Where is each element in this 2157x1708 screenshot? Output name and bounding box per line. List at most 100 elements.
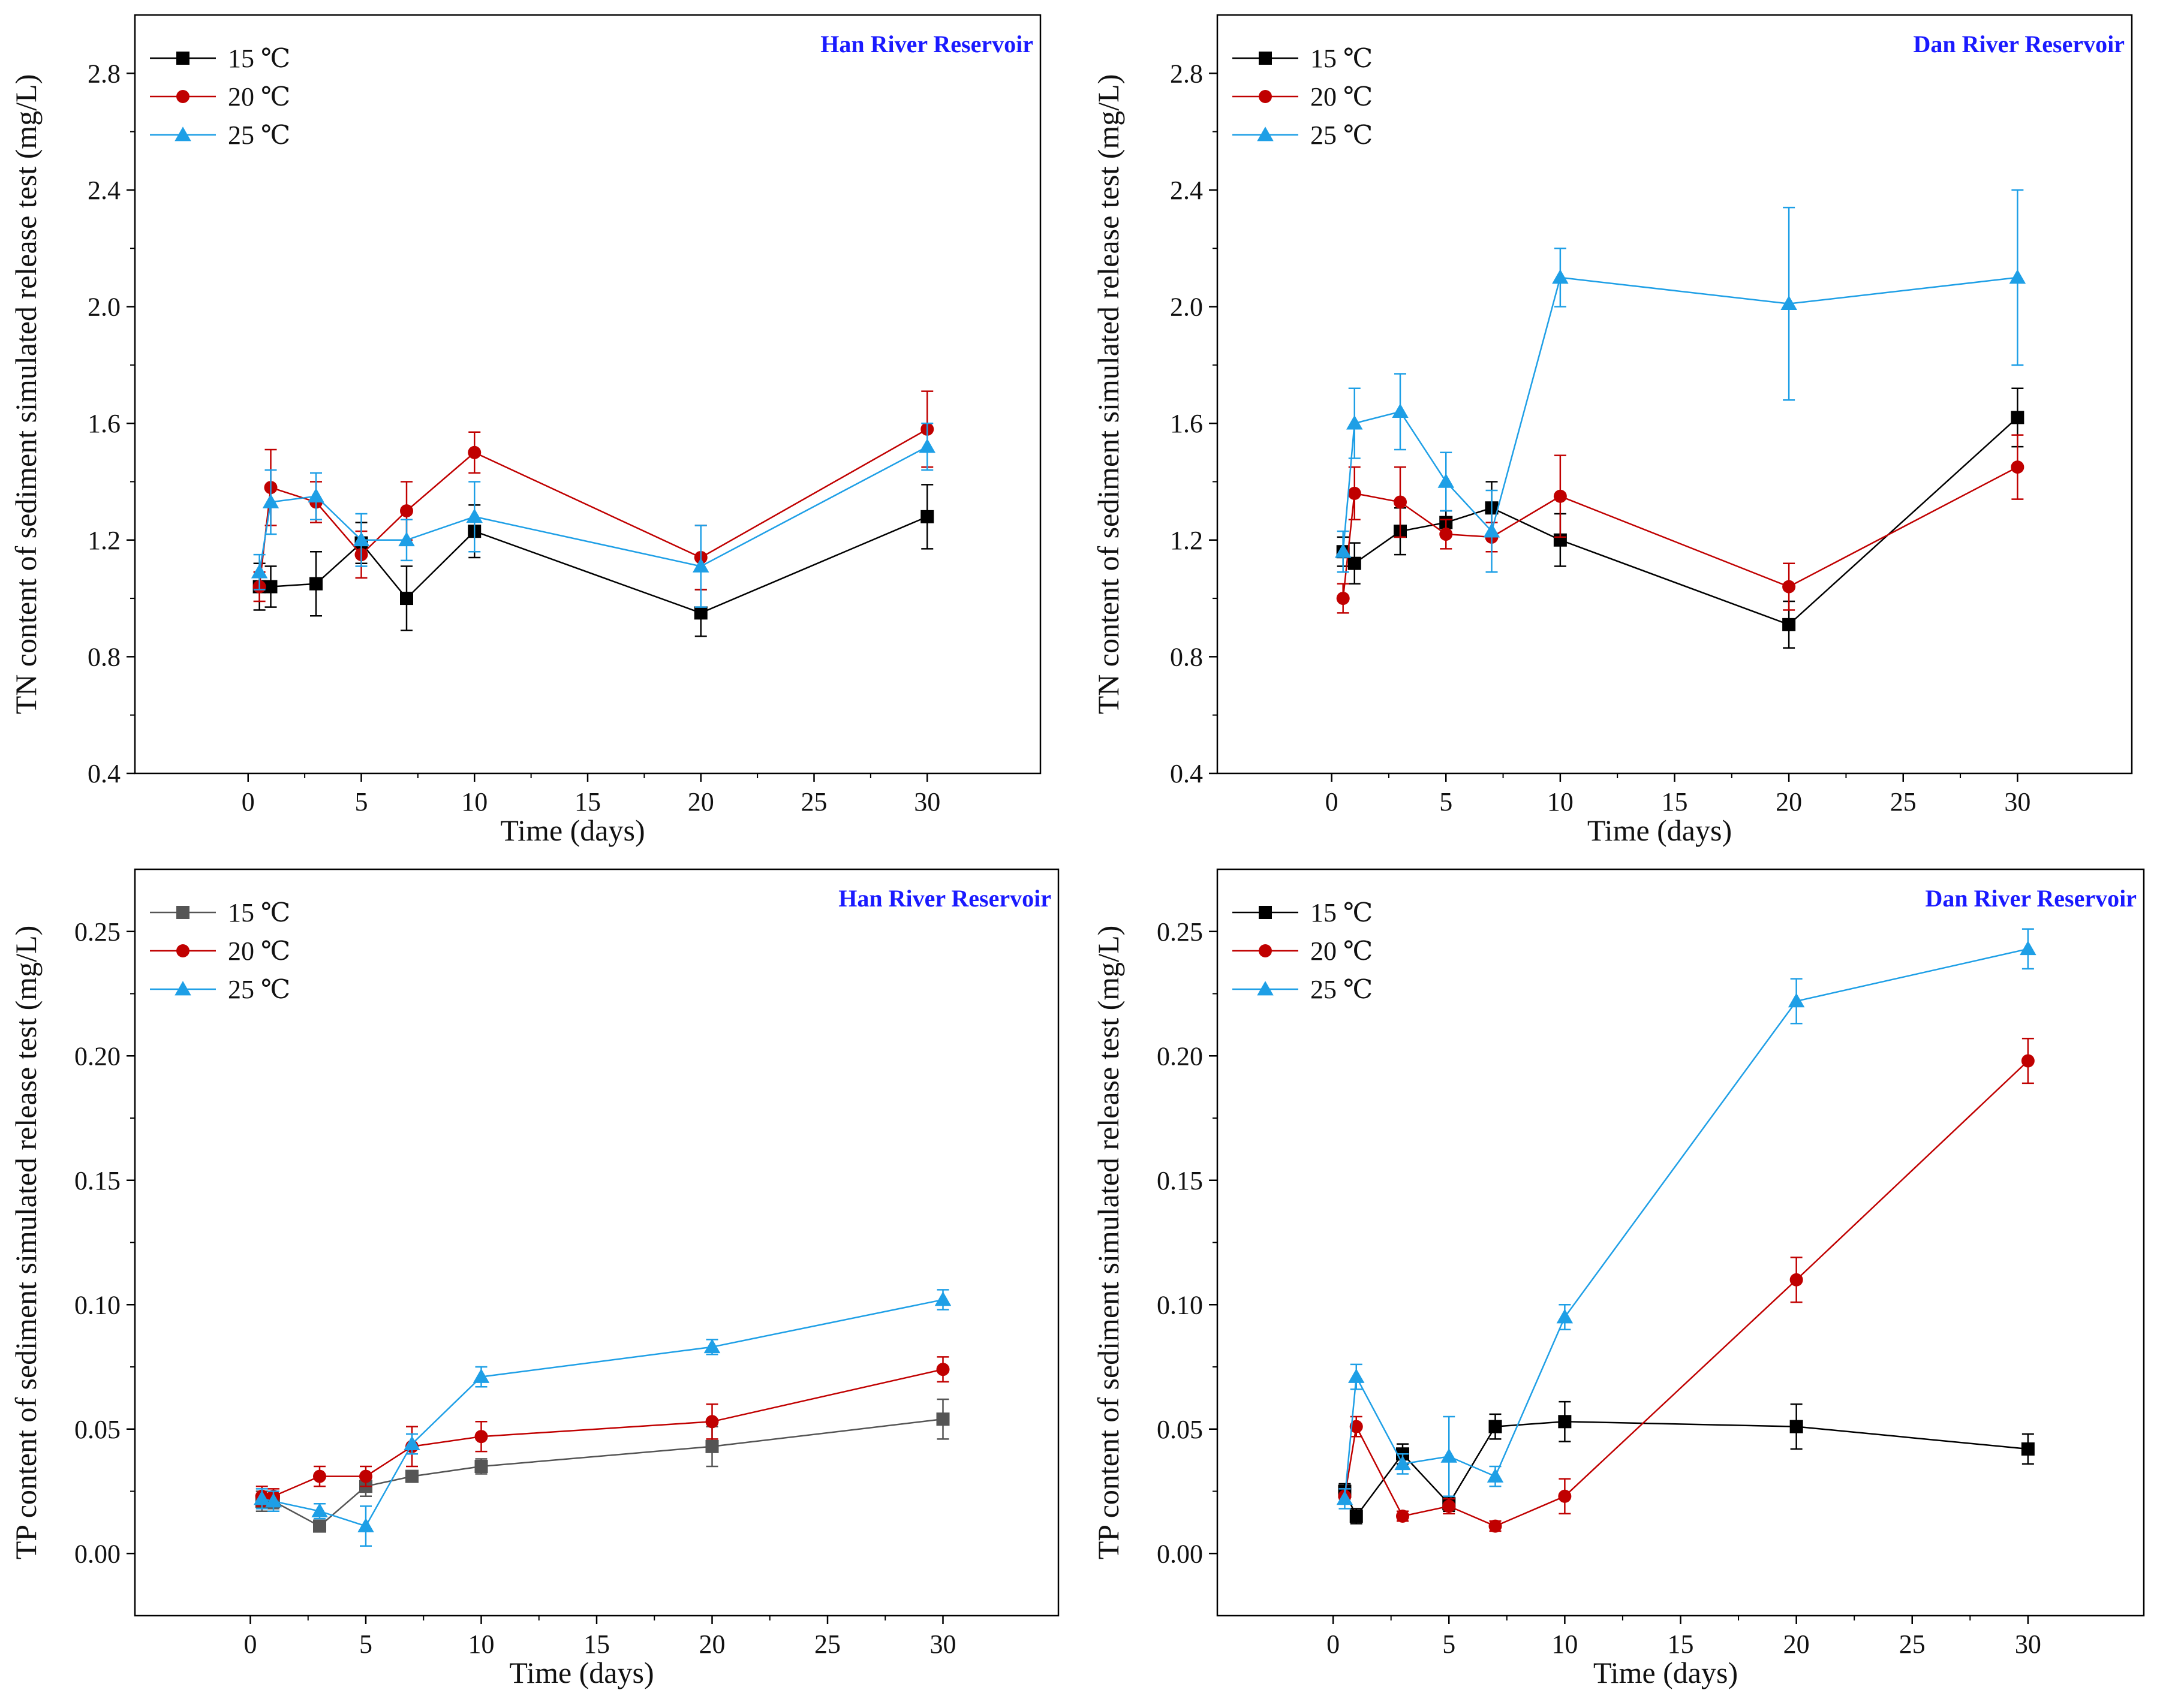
data-point [1488,1519,1502,1533]
y-tick-label: 0.15 [1157,1166,1203,1195]
data-point [308,488,324,503]
y-tick-label: 0.20 [1157,1041,1203,1071]
x-axis-label: Time (days) [500,814,645,847]
data-point [1349,1420,1363,1433]
y-axis-label: TN content of sediment simulated release… [1091,74,1125,715]
data-point [1437,473,1454,488]
series-1 [255,1398,950,1533]
y-tick-label: 0.4 [1170,759,1203,788]
data-point [2009,269,2026,284]
data-point [1780,295,1797,310]
x-tick-label: 30 [914,787,940,817]
data-point [920,510,934,523]
x-tick-label: 30 [2015,1629,2041,1659]
y-tick-label: 1.6 [1170,409,1203,438]
data-point [1336,592,1350,606]
x-axis-label: Time (days) [1593,1656,1738,1689]
data-point [468,445,482,459]
legend-marker [176,52,189,65]
legend-label: 20 ℃ [1310,82,1373,112]
series-3 [1334,189,2026,573]
data-point [2021,1054,2035,1068]
x-tick-label: 10 [1551,1629,1578,1659]
data-point [2021,1442,2035,1456]
x-tick-label: 25 [1890,787,1917,817]
tn-han-chart: 0 5 10 15 20 25 30 0.4 0.8 1.2 1.6 2.0 2.4 2.8 Time (d… [9,14,1042,847]
y-tick-label: 0.25 [1157,917,1203,947]
series-2 [1336,434,2024,614]
series-line [1342,276,2018,552]
y-tick-label: 0.8 [1170,642,1203,671]
data-point [1392,403,1409,418]
data-point [1552,269,1569,284]
data-point [1396,1510,1409,1523]
data-point [474,1430,488,1444]
series-line [261,1418,943,1528]
legend-marker [1257,981,1274,996]
y-tick-label: 2.8 [88,59,121,88]
x-tick-label: 10 [1547,787,1574,817]
x-tick-label: 25 [1899,1629,1926,1659]
data-point [265,1493,282,1508]
data-point [936,1363,950,1376]
legend-label: 20 ℃ [228,82,290,112]
legend-label: 25 ℃ [228,121,290,150]
x-tick-label: 15 [1668,1629,1694,1659]
legend-marker [176,944,189,957]
series-line [1342,417,2018,626]
data-point [694,606,708,620]
legend-marker [1259,90,1272,103]
data-point [1347,556,1361,570]
data-point [705,1415,719,1429]
series-2 [1338,1037,2035,1533]
data-point [934,1291,952,1306]
y-tick-label: 0.10 [74,1290,121,1320]
data-point [398,532,415,547]
y-tick-label: 1.2 [88,526,121,555]
data-point [251,564,268,579]
series-3 [251,422,935,608]
series-line [259,516,928,614]
data-point [1347,486,1361,500]
data-point [919,438,935,453]
data-point [254,1490,270,1505]
y-tick-label: 0.4 [88,759,121,788]
data-point [1336,1490,1353,1505]
x-tick-label: 30 [2004,787,2030,817]
legend-label: 15 ℃ [228,44,290,73]
series-line [261,1299,943,1528]
x-axis-label: Time (days) [1587,814,1732,847]
legend-label: 15 ℃ [1310,898,1373,927]
data-point [1789,1273,1803,1287]
legend-label: 25 ℃ [1310,121,1373,150]
chart-title: Han River Reservoir [838,885,1051,912]
legend: 15 ℃ 20 ℃ 25 ℃ [1232,44,1373,150]
y-tick-label: 0.10 [1157,1290,1203,1320]
x-tick-label: 5 [1439,787,1452,817]
x-tick-label: 20 [1783,1629,1810,1659]
chart-title: Dan River Reservoir [1926,885,2137,912]
x-axis-label: Time (days) [509,1656,654,1689]
tn-dan-chart: 0 5 10 15 20 25 30 0.4 0.8 1.2 1.6 2.0 2.4 2.8 Time (d… [1091,14,2133,847]
data-point [1346,415,1363,430]
data-point [1558,1415,1572,1429]
data-point [1439,528,1453,541]
x-tick-label: 20 [1776,787,1802,817]
data-point [1483,523,1500,538]
y-tick-label: 2.0 [88,293,121,322]
data-point [703,1339,721,1354]
y-tick-label: 0.8 [88,642,121,671]
data-point [473,1368,490,1383]
y-tick-label: 2.0 [1170,293,1203,322]
data-point [1394,495,1407,509]
x-tick-label: 5 [355,787,368,817]
legend-marker [1259,944,1272,957]
legend-marker [176,90,189,103]
series-line [1344,1421,2028,1518]
data-point [1788,993,1805,1008]
data-point [2011,411,2024,424]
data-point [466,508,483,523]
series-3 [1336,928,2036,1510]
data-point [359,1469,372,1483]
